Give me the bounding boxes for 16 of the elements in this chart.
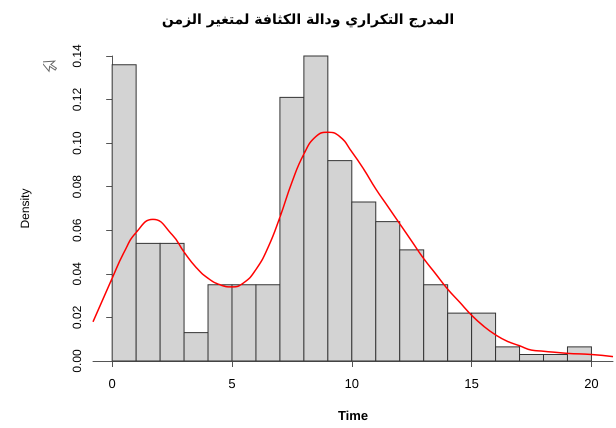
y-tick-label: 0.02 <box>70 305 84 330</box>
x-tick-label: 10 <box>344 376 360 391</box>
chart-title: المدرج التكراري ودالة الكثافة لمتغير الزمن <box>162 12 454 28</box>
y-tick-label: 0.00 <box>70 349 84 373</box>
y-tick-label: 0.12 <box>70 88 84 112</box>
x-tick-label: 0 <box>108 376 116 391</box>
x-tick-label: 5 <box>228 376 236 391</box>
y-tick-label: 0.06 <box>70 218 84 242</box>
x-tick-label: 20 <box>584 376 599 391</box>
y-tick-label: 0.04 <box>70 262 84 286</box>
y-tick-label: 0.14 <box>70 44 84 68</box>
y-tick-label: 0.08 <box>70 174 84 198</box>
x-tick-label: 15 <box>464 376 479 391</box>
y-tick-label: 0.10 <box>70 131 84 155</box>
x-axis-title: Time <box>338 408 368 423</box>
y-axis-title: Density <box>18 188 32 229</box>
